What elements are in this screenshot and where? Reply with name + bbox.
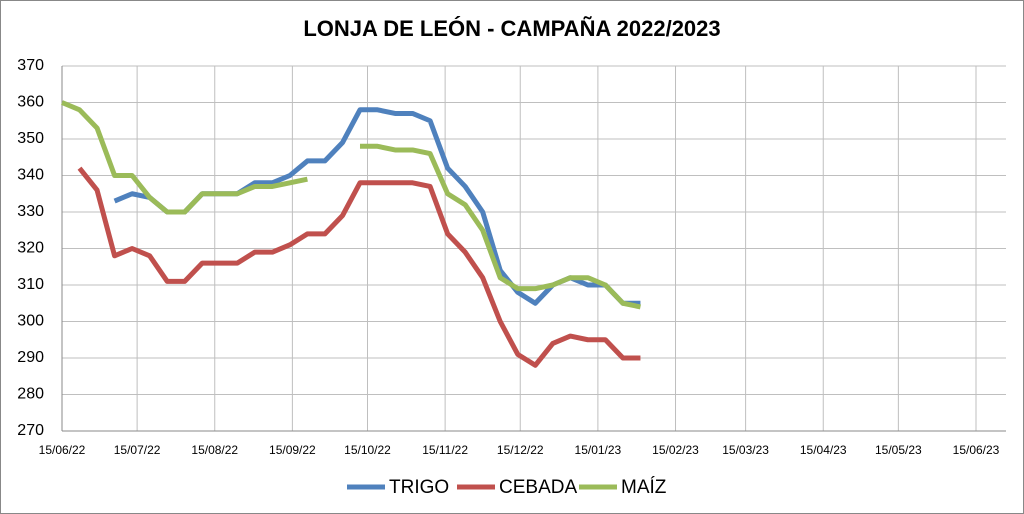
y-tick-label: 370	[17, 57, 44, 74]
y-tick-label: 290	[17, 349, 44, 366]
x-tick-label: 15/10/22	[344, 443, 391, 457]
series-line	[77, 166, 641, 368]
x-tick-label: 15/06/23	[953, 443, 1000, 457]
chart-title: LONJA DE LEÓN - CAMPAÑA 2022/2023	[303, 16, 720, 41]
x-tick-label: 15/05/23	[875, 443, 922, 457]
legend-label: TRIGO	[389, 477, 449, 498]
y-tick-label: 350	[17, 130, 44, 147]
legend-label: CEBADA	[499, 477, 577, 498]
x-tick-label: 15/02/23	[652, 443, 699, 457]
legend-label: MAÍZ	[621, 477, 667, 498]
x-tick-label: 15/03/23	[722, 443, 769, 457]
y-tick-label: 330	[17, 203, 44, 220]
x-tick-label: 15/09/22	[269, 443, 316, 457]
y-tick-label: 340	[17, 167, 44, 184]
y-tick-label: 300	[17, 313, 44, 330]
y-tick-label: 310	[17, 276, 44, 293]
y-tick-label: 320	[17, 240, 44, 257]
x-tick-label: 15/08/22	[191, 443, 238, 457]
x-tick-label: 15/12/22	[497, 443, 544, 457]
series-line	[61, 100, 641, 310]
x-tick-label: 15/07/22	[114, 443, 161, 457]
x-tick-label: 15/01/23	[575, 443, 622, 457]
y-tick-label: 360	[17, 94, 44, 111]
x-tick-label: 15/06/22	[39, 443, 86, 457]
x-tick-label: 15/04/23	[800, 443, 847, 457]
y-tick-label: 270	[17, 422, 44, 439]
y-tick-label: 280	[17, 386, 44, 403]
x-tick-label: 15/11/22	[422, 443, 468, 457]
